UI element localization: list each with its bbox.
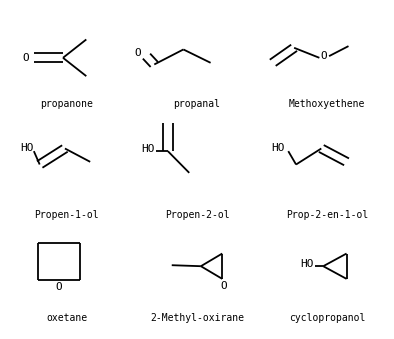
Text: HO: HO	[141, 144, 154, 155]
Text: propanone: propanone	[41, 99, 93, 109]
Text: O: O	[23, 53, 30, 63]
Text: O: O	[221, 281, 228, 291]
Text: Prop-2-en-1-ol: Prop-2-en-1-ol	[286, 210, 368, 220]
Text: Propen-1-ol: Propen-1-ol	[35, 210, 99, 220]
Text: O: O	[321, 51, 327, 61]
Text: Propen-2-ol: Propen-2-ol	[165, 210, 229, 220]
Text: Methoxyethene: Methoxyethene	[289, 99, 365, 109]
Text: cyclopropanol: cyclopropanol	[289, 313, 365, 323]
Text: O: O	[134, 48, 141, 58]
Text: propanal: propanal	[173, 99, 221, 109]
Text: HO: HO	[271, 143, 284, 153]
Text: 2-Methyl-oxirane: 2-Methyl-oxirane	[150, 313, 244, 323]
Text: O: O	[56, 282, 63, 292]
Text: HO: HO	[300, 259, 314, 269]
Text: oxetane: oxetane	[46, 313, 87, 323]
Text: HO: HO	[20, 143, 34, 153]
